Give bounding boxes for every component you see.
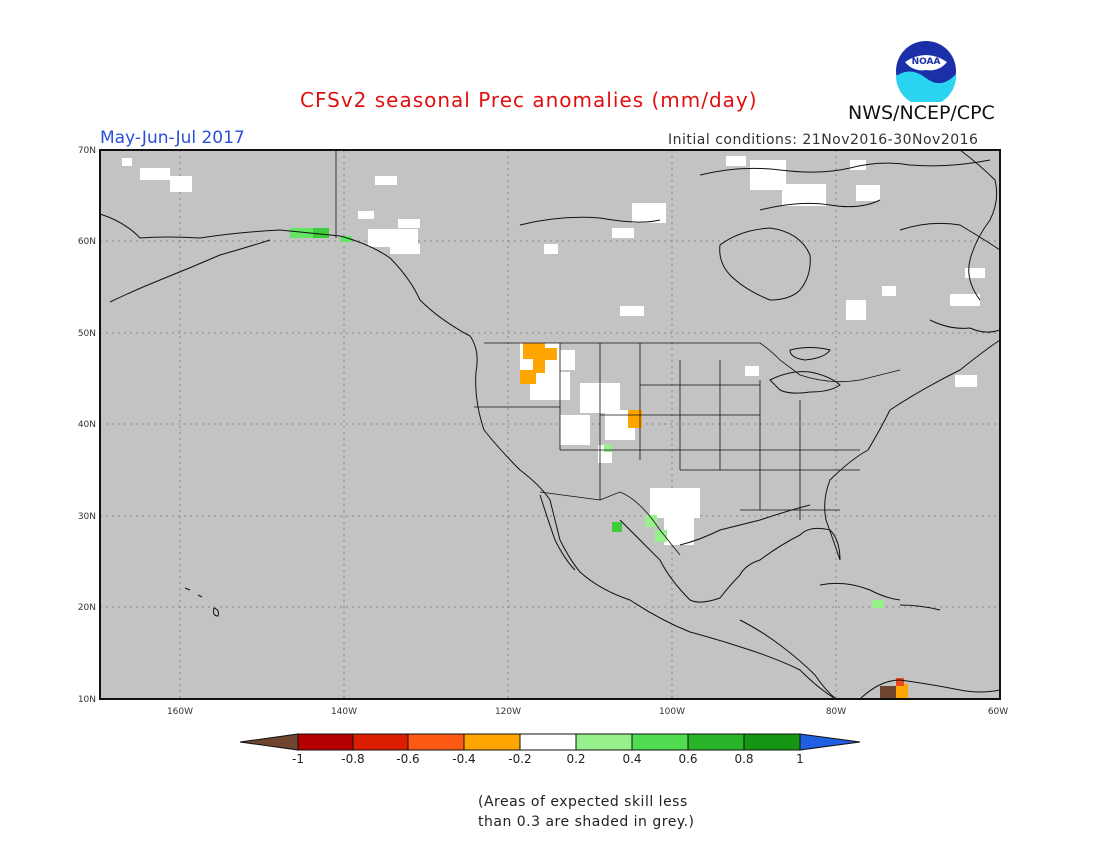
political-borders [335,150,901,556]
colorbar-bin-3 [407,733,465,751]
noaa-logo-icon: NOAA [896,41,956,102]
forecast-period: May-Jun-Jul 2017 [100,128,245,148]
dry-anomaly-areas [520,343,908,698]
colorbar-label: -1 [292,752,304,766]
agency-label: NWS/NCEP/CPC [848,102,995,124]
lon-label-100w: 100W [659,707,685,717]
longitude-labels: 160W 140W 120W 100W 80W 60W [167,707,1008,717]
lon-label-140w: 140W [331,707,357,717]
lon-label-120w: 120W [495,707,521,717]
colorbar-labels: -1 -0.8 -0.6 -0.4 -0.2 0.2 0.4 0.6 0.8 1 [292,752,804,766]
colorbar-label: 0.6 [678,752,697,766]
colorbar-label: -0.4 [452,752,475,766]
colorbar-label: -0.8 [341,752,364,766]
initial-conditions: Initial conditions: 21Nov2016-30Nov2016 [668,132,979,148]
anomaly-map: 70N 60N 50N 40N 30N 20N 10N 160W 140W 12… [78,146,1008,717]
lat-label-50n: 50N [78,329,96,339]
skill-note: (Areas of expected skill less than 0.3 a… [478,792,695,832]
colorbar-label: 1 [796,752,804,766]
colorbar-bin-9 [743,733,801,751]
wet-anomaly-areas [290,228,884,608]
colorbar-label: 0.8 [734,752,753,766]
colorbar-label: 0.4 [622,752,641,766]
colorbar-label: -0.2 [508,752,531,766]
lat-label-60n: 60N [78,237,96,247]
lat-label-10n: 10N [78,695,96,705]
lon-label-60w: 60W [988,707,1008,717]
strong-dry-areas [880,678,904,699]
colorbar-bin-8 [687,733,745,751]
colorbar-bin-7 [631,733,689,751]
colorbar-label: -0.6 [396,752,419,766]
lon-label-160w: 160W [167,707,193,717]
colorbar-bin-1 [297,733,354,751]
colorbar-label: 0.2 [566,752,585,766]
skill-note-line-1: (Areas of expected skill less [478,794,688,810]
lat-label-30n: 30N [78,512,96,522]
colorbar-bin-4 [463,733,521,751]
colorbar-high-arrow [799,733,861,751]
coastlines [99,149,1001,700]
colorbar-low-arrow [239,733,299,751]
lat-label-20n: 20N [78,603,96,613]
skill-note-line-2: than 0.3 are shaded in grey.) [478,814,695,830]
lat-label-70n: 70N [78,146,96,156]
map-title: CFSv2 seasonal Prec anomalies (mm/day) [300,88,758,112]
colorbar-bin-6 [575,733,633,751]
latitude-labels: 70N 60N 50N 40N 30N 20N 10N [78,146,96,705]
map-frame [99,149,1001,700]
logo-text: NOAA [912,57,941,67]
colorbar-bin-2 [352,733,409,751]
lon-label-80w: 80W [826,707,846,717]
colorbar-bin-5 [519,733,577,751]
lat-label-40n: 40N [78,420,96,430]
